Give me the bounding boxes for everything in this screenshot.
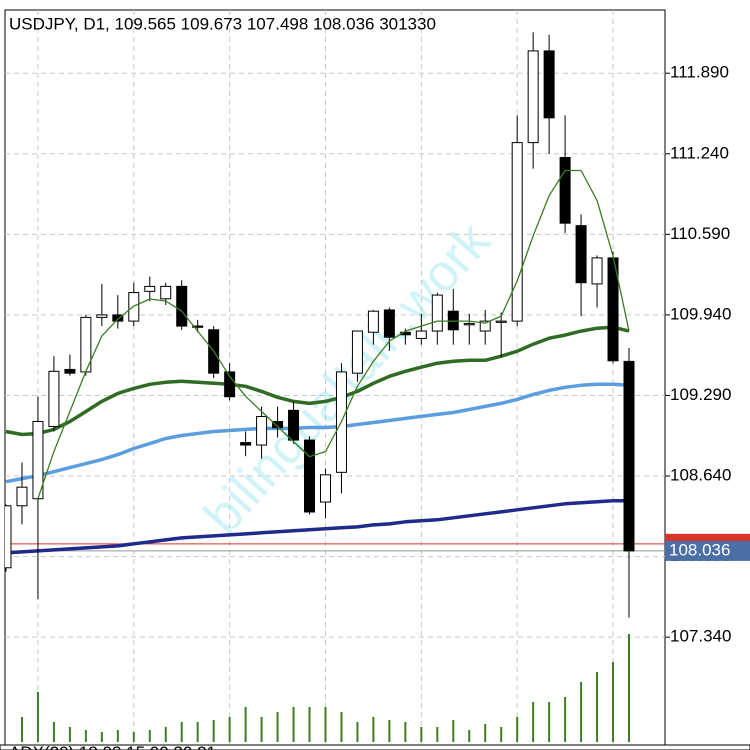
y-tick-label: 109.940	[670, 304, 731, 323]
y-tick-label: 110.590	[670, 224, 730, 243]
candle-body	[272, 421, 284, 429]
candle-body	[543, 50, 555, 119]
moving-average	[5, 498, 629, 555]
candle-body	[176, 285, 188, 327]
candle-body	[559, 156, 571, 224]
candle-body	[575, 225, 587, 284]
candle-body	[415, 330, 427, 339]
indicator-label: ADX(20) 18.03 15.00 30.21	[9, 743, 216, 750]
candle-body	[527, 50, 539, 144]
candle-body	[112, 314, 124, 322]
candle-body	[351, 330, 363, 374]
candle-body	[463, 323, 475, 326]
candle-body	[623, 360, 635, 552]
plot-frame	[4, 9, 666, 746]
candle-body	[48, 370, 60, 427]
candle-body	[5, 505, 12, 569]
candle-body	[192, 325, 204, 328]
y-tick-label: 109.290	[670, 385, 731, 404]
indicator-divider	[0, 744, 750, 750]
last-price-label: 108.036	[669, 540, 730, 559]
candle-body	[479, 320, 491, 332]
moving-average	[5, 325, 630, 437]
candle-body	[367, 310, 379, 333]
candle-body	[431, 294, 443, 332]
candle-body	[96, 314, 108, 318]
candle-body	[319, 474, 331, 503]
candle-body	[256, 416, 268, 446]
candle-body	[304, 439, 316, 513]
candle-body	[240, 442, 252, 446]
y-tick-label: 111.890	[670, 63, 729, 82]
candle-body	[399, 331, 411, 336]
candle-body	[16, 486, 28, 507]
y-tick-label: 107.340	[670, 627, 731, 646]
candle-body	[511, 142, 523, 322]
last-price-box	[665, 540, 750, 561]
candle-body	[288, 409, 300, 441]
candle-body	[224, 371, 236, 398]
candle-body	[64, 368, 76, 374]
candle-body	[591, 257, 603, 285]
chart-title: USDJPY, D1, 109.565 109.673 107.498 108.…	[9, 14, 436, 33]
candle-body	[32, 421, 44, 500]
moving-average	[37, 169, 630, 499]
candle-body	[383, 309, 395, 338]
candle-body	[144, 285, 156, 292]
y-tick-label: 108.640	[670, 466, 731, 485]
moving-average	[5, 382, 630, 484]
candle-body	[495, 320, 507, 323]
candle-body	[160, 285, 172, 300]
y-tick-label: 111.240	[670, 143, 729, 162]
